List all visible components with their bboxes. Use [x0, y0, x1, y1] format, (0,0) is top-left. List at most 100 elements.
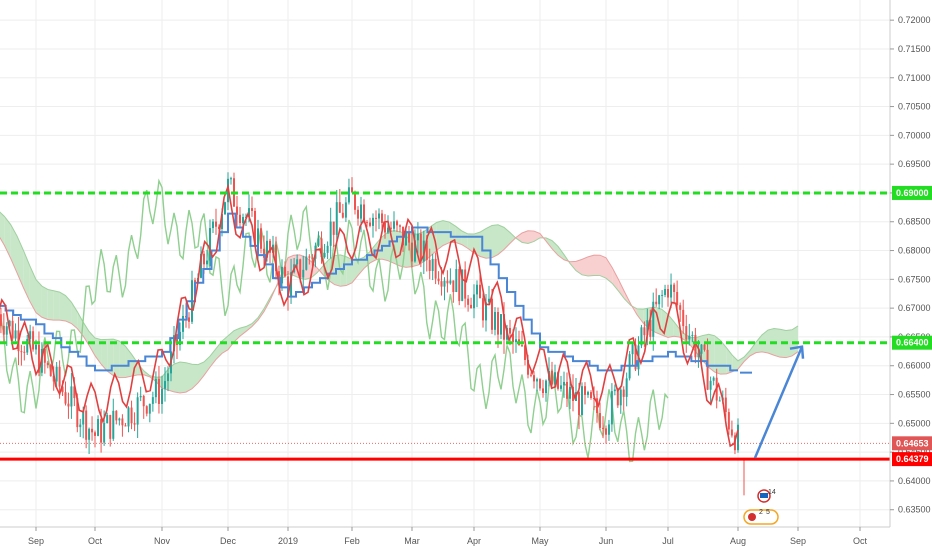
- candle-body: [145, 406, 148, 414]
- price-tag-label: 0.64379: [896, 454, 929, 464]
- candle-body: [317, 238, 320, 246]
- candle-body: [431, 258, 434, 271]
- candle-body: [524, 345, 526, 360]
- cloud-segment: [461, 230, 468, 249]
- candle-body: [164, 381, 166, 389]
- price-tag-label: 0.69000: [896, 188, 929, 198]
- candle-body: [2, 325, 5, 335]
- time-tick-label: Jun: [599, 536, 614, 546]
- price-axis[interactable]: 0.72000 0.71500 0.71000 0.70500 0.70000 0.695…: [889, 0, 932, 527]
- candle-body: [58, 366, 61, 387]
- cloud-segment: [455, 226, 462, 245]
- cloud-segment: [246, 323, 252, 332]
- cloud-segment: [71, 302, 78, 329]
- cloud-segment: [600, 255, 606, 279]
- cloud-segment: [522, 230, 528, 244]
- candle-body: [449, 280, 452, 284]
- candle-body: [109, 415, 112, 439]
- candle-body: [73, 386, 76, 399]
- candle-body: [527, 359, 529, 375]
- cloud-segment: [474, 232, 480, 257]
- candle-body: [254, 210, 256, 246]
- cloud-segment: [661, 309, 668, 338]
- candle-body: [302, 269, 305, 278]
- candle-body: [70, 386, 73, 407]
- candle-body: [212, 221, 214, 229]
- price-tag-level_low[interactable]: 0.64379: [892, 452, 932, 467]
- cloud-segment: [786, 329, 792, 358]
- candle-body: [607, 424, 610, 435]
- cloud-segment: [59, 292, 66, 321]
- arrow-head[interactable]: [789, 345, 805, 359]
- candle-body: [673, 284, 676, 293]
- time-tick-label: Aug: [730, 536, 746, 546]
- candle-body: [194, 280, 196, 282]
- candle-body: [378, 213, 380, 219]
- candle-body: [500, 314, 502, 335]
- time-tick-label: Jul: [662, 536, 674, 546]
- candle-body: [94, 432, 96, 436]
- event-badge-flag-icon[interactable]: 14: [757, 489, 776, 503]
- price-tag-current[interactable]: 0.64653: [892, 436, 932, 451]
- candle-body: [387, 227, 389, 233]
- candle-body: [709, 380, 712, 390]
- price-tick-label: 0.67000: [898, 303, 931, 313]
- candle-body: [649, 320, 652, 337]
- cloud-segment: [552, 240, 558, 256]
- candle-body: [596, 398, 598, 414]
- candle-body: [124, 425, 127, 427]
- candle-body: [685, 326, 688, 340]
- candle-body: [100, 419, 103, 443]
- candle-body: [390, 227, 392, 229]
- event-count-label: 2: [759, 509, 763, 516]
- cloud-segment: [113, 339, 120, 378]
- flag-stripe: [760, 493, 768, 498]
- cloud-segment: [436, 220, 443, 251]
- candle-body: [363, 204, 365, 223]
- projection-arrow[interactable]: [753, 345, 805, 459]
- candle-body: [631, 344, 634, 355]
- event-badges[interactable]: 14 2 5: [743, 489, 779, 525]
- candle-body: [167, 373, 169, 382]
- cloud-segment: [131, 354, 138, 377]
- candle-body: [242, 217, 244, 224]
- candle-body: [737, 424, 739, 451]
- flag-icon: [748, 513, 756, 521]
- candle-body: [257, 228, 259, 246]
- price-tag-level_mid[interactable]: 0.66400: [892, 335, 932, 350]
- candle-body: [200, 253, 202, 278]
- cloud-segment: [498, 224, 504, 255]
- candle-body: [467, 298, 470, 305]
- cloud-segment: [47, 289, 54, 321]
- candle-body: [655, 301, 658, 305]
- candle-body: [5, 326, 8, 335]
- time-axis[interactable]: Sep Oct Nov Dec 2019 Feb Mar Apr May Jun Jul Aug Sep…: [0, 526, 890, 546]
- candle-body: [700, 344, 703, 354]
- arrow-shaft[interactable]: [753, 346, 804, 459]
- candle-body: [372, 217, 374, 226]
- horizontal-levels[interactable]: [0, 191, 890, 461]
- candle-body: [667, 289, 669, 298]
- candle-body: [35, 344, 37, 350]
- candle-body: [281, 266, 283, 284]
- cloud-segment: [744, 350, 750, 362]
- candle-body: [560, 385, 562, 389]
- candle-body: [11, 320, 14, 339]
- cloud-segment: [101, 339, 108, 371]
- candle-body: [157, 378, 160, 404]
- price-tag-level_high[interactable]: 0.69000: [892, 185, 932, 200]
- candle-body: [464, 269, 467, 299]
- cloud-segment: [240, 326, 246, 337]
- candle-body: [458, 269, 461, 301]
- time-tick-label: Feb: [344, 536, 360, 546]
- candle-body: [299, 259, 302, 278]
- candle-body: [206, 260, 208, 265]
- candle-body: [209, 228, 211, 261]
- candle-body: [151, 397, 154, 404]
- cloud-segment: [53, 290, 60, 321]
- candle-body: [360, 204, 362, 219]
- candle-body: [670, 284, 673, 298]
- candle-body: [115, 410, 118, 421]
